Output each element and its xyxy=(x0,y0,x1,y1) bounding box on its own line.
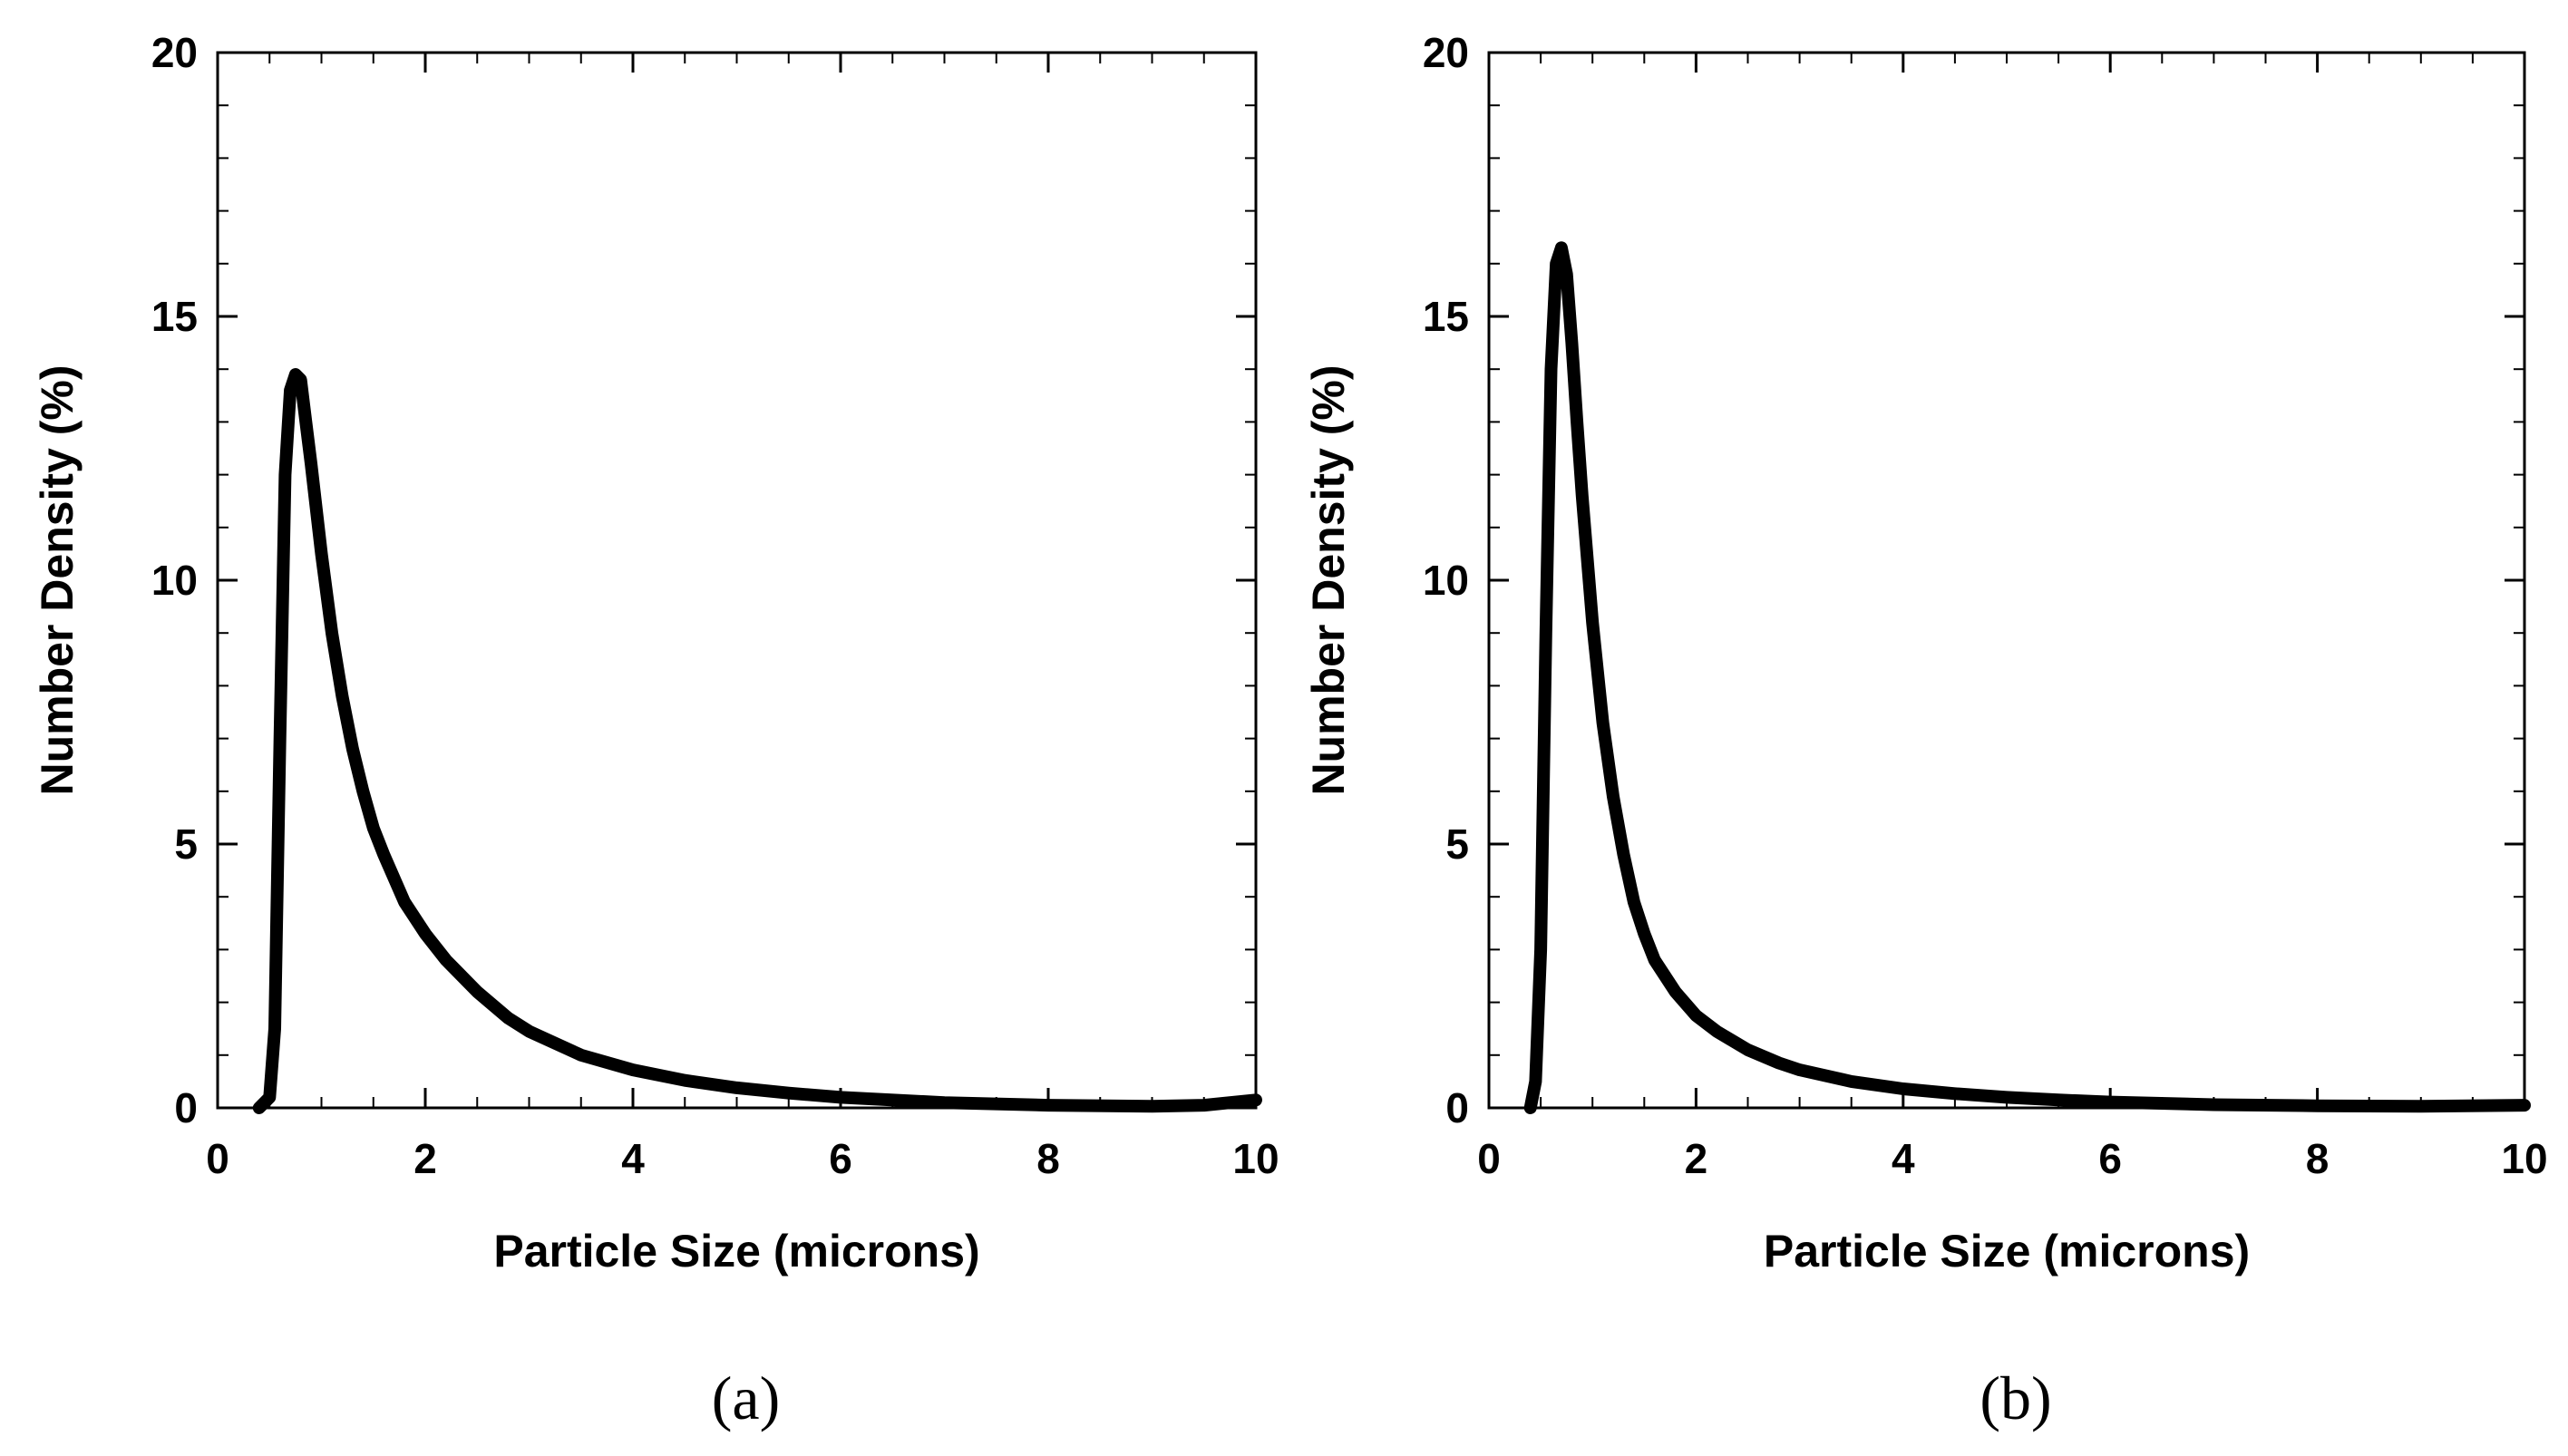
y-axis-title: Number Density (%) xyxy=(32,364,83,795)
panel-label: (b) xyxy=(1980,1364,2051,1432)
x-tick-label: 6 xyxy=(829,1135,852,1182)
y-tick-label: 10 xyxy=(1423,557,1469,604)
chart-panel-a: 0 2 4 6 8 10 0 5 10 15 20 Particle Size (microns) Nu… xyxy=(32,29,1279,1432)
x-tick-label: 0 xyxy=(1477,1135,1501,1182)
x-tick-label: 10 xyxy=(1232,1135,1279,1182)
y-tick-label: 20 xyxy=(1423,29,1469,76)
x-tick-label: 4 xyxy=(1892,1135,1915,1182)
x-tick-label: 10 xyxy=(2501,1135,2547,1182)
x-tick-label: 8 xyxy=(2306,1135,2330,1182)
series-line xyxy=(252,368,1262,1114)
x-tick-label: 2 xyxy=(1685,1135,1708,1182)
y-tick-label: 10 xyxy=(151,557,198,604)
y-tick-label: 15 xyxy=(1423,293,1469,340)
x-tick-label: 0 xyxy=(206,1135,229,1182)
x-axis-title: Particle Size (microns) xyxy=(1764,1226,2250,1276)
panel-label: (a) xyxy=(712,1364,780,1432)
plot-frame xyxy=(216,51,1258,1110)
y-axis-title: Number Density (%) xyxy=(1303,364,1354,795)
y-tick-label: 20 xyxy=(151,29,198,76)
x-tick-label: 4 xyxy=(621,1135,645,1182)
series-line xyxy=(1523,241,2531,1114)
y-tick-label: 0 xyxy=(174,1084,198,1131)
y-tick-label: 5 xyxy=(1445,820,1469,868)
x-tick-label: 2 xyxy=(413,1135,437,1182)
y-tick-label: 0 xyxy=(1445,1084,1469,1131)
y-tick-label: 5 xyxy=(174,820,198,868)
y-tick-label: 15 xyxy=(151,293,198,340)
x-tick-label: 8 xyxy=(1036,1135,1060,1182)
chart-panel-b: 0 2 4 6 8 10 0 5 10 15 20 Particle Size (microns) Nu… xyxy=(1303,29,2548,1432)
x-axis-title: Particle Size (microns) xyxy=(493,1226,979,1276)
x-tick-label: 6 xyxy=(2098,1135,2122,1182)
